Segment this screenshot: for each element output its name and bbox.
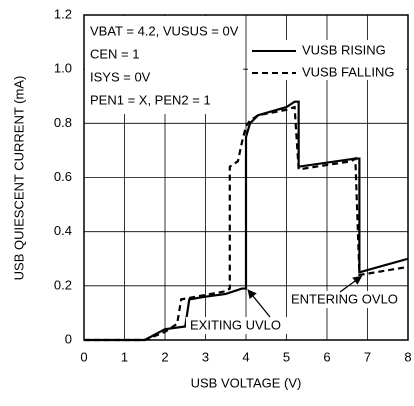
y-tick-label: 0.4: [54, 223, 72, 238]
y-tick-label: 0.8: [54, 115, 72, 130]
x-tick-label: 6: [323, 349, 330, 364]
conditions-box: [85, 16, 243, 114]
condition-text: ISYS = 0V: [90, 69, 151, 84]
series-line: [84, 105, 409, 342]
y-axis-label: USB QUIESCENT CURRENT (mA): [11, 76, 26, 281]
x-tick-label: 4: [242, 349, 249, 364]
x-axis-label: USB VOLTAGE (V): [191, 375, 302, 390]
x-tick-label: 8: [404, 349, 411, 364]
x-tick-label: 0: [80, 349, 87, 364]
y-tick-label: 1.2: [54, 6, 72, 21]
legend-label: VUSB FALLING: [302, 64, 394, 79]
annotation-bg: [186, 317, 290, 334]
condition-text: CEN = 1: [90, 46, 140, 61]
y-tick-label: 0.6: [54, 169, 72, 184]
annotation-arrow: [247, 289, 271, 318]
x-tick-label: 7: [364, 349, 371, 364]
plot-frame: [83, 14, 409, 341]
y-tick-label: 1.0: [54, 61, 72, 76]
y-tick-label: 0: [65, 331, 72, 346]
annotation-bg: [288, 291, 402, 308]
annotation: ENTERING OVLO: [291, 291, 398, 306]
annotation-arrow: [339, 275, 363, 293]
x-tick-label: 5: [283, 349, 290, 364]
series-line: [84, 100, 409, 342]
condition-text: VBAT = 4.2, VUSUS = 0V: [90, 23, 239, 38]
x-tick-label: 2: [161, 349, 168, 364]
y-tick-label: 0.2: [54, 277, 72, 292]
x-tick-label: 1: [121, 349, 128, 364]
legend-label: VUSB RISING: [302, 42, 386, 57]
x-tick-label: 3: [202, 349, 209, 364]
annotation: EXITING UVLO: [190, 317, 281, 332]
condition-text: PEN1 = X, PEN2 = 1: [90, 92, 211, 107]
